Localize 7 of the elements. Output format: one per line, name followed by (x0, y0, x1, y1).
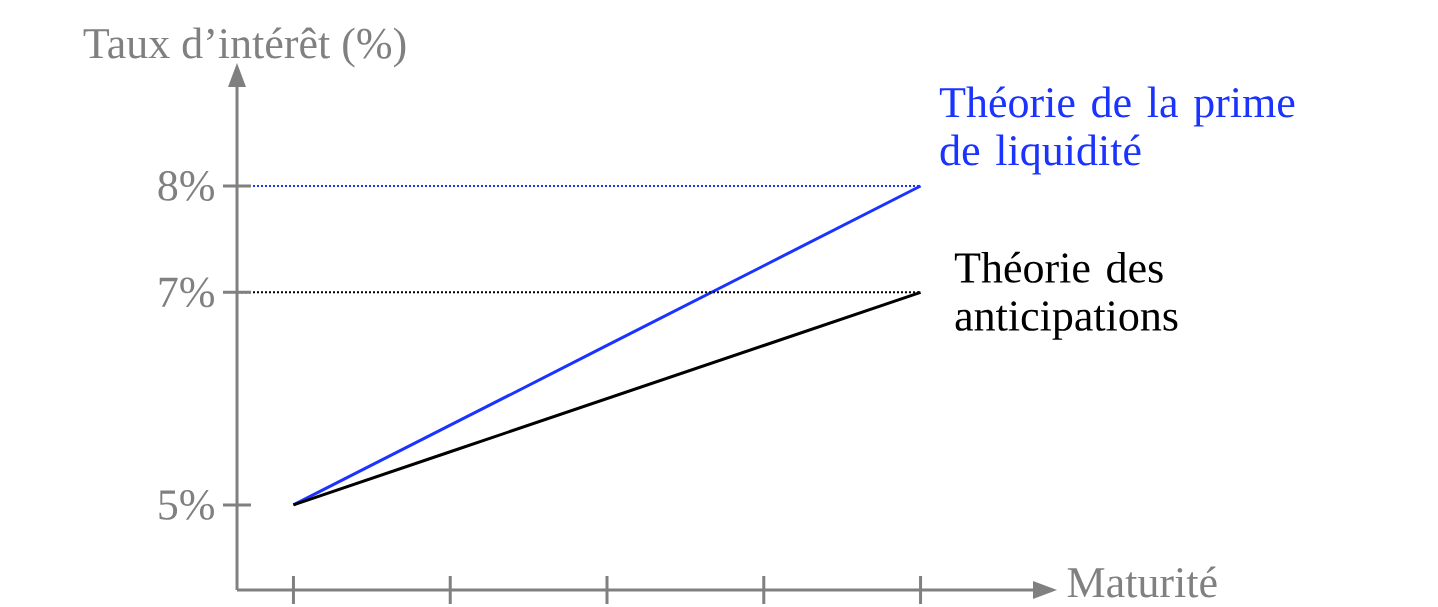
y-tick-label: 5% (159, 490, 214, 520)
y-tick-label: 8% (158, 171, 214, 201)
series-label: Théorie des anticipations (954, 251, 1178, 340)
y-axis-title: Taux d’intérêt (%) (83, 27, 406, 68)
y-tick-label: 7% (159, 277, 214, 308)
x-axis-title: Maturité (1067, 566, 1217, 598)
series-label: Théorie de la prime de liquidité (939, 86, 1295, 175)
